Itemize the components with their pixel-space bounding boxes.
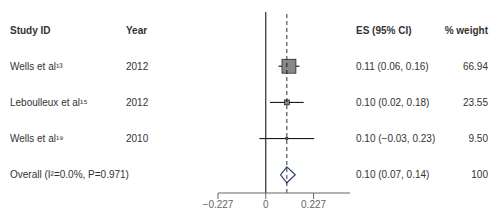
svg-text:0.11 (0.06, 0.16): 0.11 (0.06, 0.16) — [356, 61, 429, 72]
svg-text:−0.227: −0.227 — [203, 199, 234, 210]
svg-text:2012: 2012 — [126, 97, 149, 108]
svg-text:Wells et al¹³: Wells et al¹³ — [10, 61, 63, 72]
svg-text:Leboulleux et al¹⁵: Leboulleux et al¹⁵ — [10, 97, 88, 108]
svg-text:0.10 (0.07, 0.14): 0.10 (0.07, 0.14) — [356, 169, 429, 180]
svg-text:Wells et al¹⁹: Wells et al¹⁹ — [10, 133, 64, 144]
svg-text:0.10 (−0.03, 0.23): 0.10 (−0.03, 0.23) — [356, 133, 435, 144]
svg-text:23.55: 23.55 — [463, 97, 488, 108]
svg-text:100: 100 — [471, 169, 488, 180]
svg-text:Overall (I²=0.0%, P=0.971): Overall (I²=0.0%, P=0.971) — [10, 169, 129, 180]
svg-text:0: 0 — [263, 199, 269, 210]
svg-text:ES (95% CI): ES (95% CI) — [356, 25, 412, 36]
svg-text:2010: 2010 — [126, 133, 149, 144]
svg-text:2012: 2012 — [126, 61, 149, 72]
svg-text:9.50: 9.50 — [469, 133, 489, 144]
svg-text:66.94: 66.94 — [463, 61, 488, 72]
svg-text:Year: Year — [126, 25, 147, 36]
svg-text:Study ID: Study ID — [10, 25, 51, 36]
svg-text:% weight: % weight — [445, 25, 489, 36]
svg-text:0.227: 0.227 — [301, 199, 326, 210]
svg-text:0.10 (0.02, 0.18): 0.10 (0.02, 0.18) — [356, 97, 429, 108]
